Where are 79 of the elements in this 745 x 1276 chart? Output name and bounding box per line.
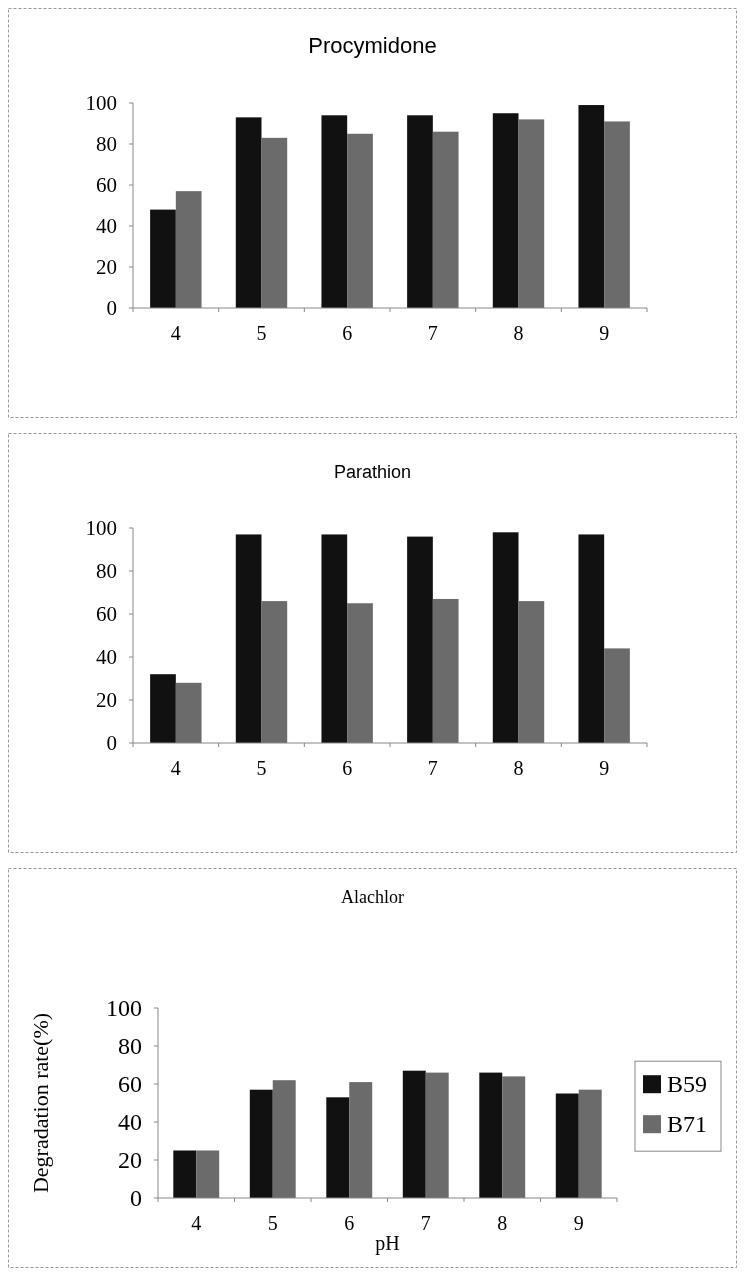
x-tick-label: 9 — [599, 757, 610, 779]
bar — [326, 1097, 350, 1198]
bar — [261, 137, 288, 308]
bar — [479, 1072, 503, 1198]
y-tick-label: 0 — [130, 1185, 142, 1212]
x-tick-label: 5 — [256, 322, 267, 344]
bar — [196, 1150, 220, 1198]
legend-label: B59 — [667, 1071, 708, 1098]
bar — [175, 682, 202, 743]
bar — [578, 105, 605, 308]
bar — [261, 601, 288, 743]
y-tick-label: 20 — [96, 688, 117, 713]
x-tick-label: 4 — [170, 322, 181, 344]
bar — [578, 534, 605, 743]
chart-title: Alachlor — [341, 887, 404, 907]
bar — [407, 536, 433, 743]
bar — [604, 648, 630, 743]
bar — [432, 131, 459, 308]
y-tick-label: 100 — [85, 91, 117, 116]
bar — [555, 1093, 579, 1198]
x-tick-label: 7 — [427, 757, 438, 779]
y-tick-label: 20 — [118, 1147, 142, 1174]
bar — [578, 1089, 602, 1198]
bar — [150, 209, 176, 308]
bar — [492, 113, 519, 308]
y-tick-label: 80 — [96, 559, 117, 584]
bar — [235, 534, 262, 743]
x-tick-label: 5 — [256, 757, 267, 779]
y-tick-label: 100 — [85, 516, 117, 541]
bar — [349, 1082, 373, 1198]
bar — [321, 115, 348, 308]
bar — [347, 133, 373, 308]
y-tick-label: 40 — [118, 1109, 142, 1136]
y-tick-label: 40 — [96, 645, 117, 670]
bar — [502, 1076, 526, 1198]
bar — [321, 534, 348, 743]
x-tick-label: 6 — [342, 322, 353, 344]
y-tick-label: 0 — [106, 296, 117, 321]
bar — [175, 191, 202, 308]
x-tick-label: 8 — [513, 322, 524, 344]
y-tick-label: 60 — [118, 1071, 142, 1098]
y-tick-label: 60 — [96, 602, 117, 627]
y-axis-title: Degradation rate(%) — [28, 1012, 53, 1194]
x-tick-label: 6 — [342, 757, 353, 779]
x-tick-label: 4 — [170, 757, 181, 779]
bar — [432, 598, 459, 743]
y-tick-label: 0 — [106, 731, 117, 756]
x-tick-label: 7 — [420, 1212, 431, 1234]
x-tick-label: 8 — [497, 1212, 508, 1234]
bar — [402, 1070, 426, 1198]
y-tick-label: 80 — [118, 1033, 142, 1060]
x-tick-label: 6 — [344, 1212, 355, 1234]
bar — [272, 1080, 296, 1198]
y-tick-label: 20 — [96, 255, 117, 280]
x-tick-label: 4 — [191, 1212, 202, 1234]
y-tick-label: 80 — [96, 132, 117, 157]
bar — [425, 1072, 449, 1198]
bar — [492, 532, 519, 743]
y-tick-label: 60 — [96, 173, 117, 198]
bar — [249, 1089, 273, 1198]
bar — [235, 117, 262, 308]
bar — [518, 119, 545, 308]
x-tick-label: 8 — [513, 757, 524, 779]
bar — [604, 121, 630, 308]
x-tick-label: 9 — [599, 322, 610, 344]
legend-label: B71 — [667, 1111, 708, 1138]
bar — [150, 674, 176, 743]
bar — [347, 603, 373, 743]
x-tick-label: 5 — [267, 1212, 278, 1234]
bar — [173, 1150, 197, 1198]
bar — [407, 115, 433, 308]
chart-title: Parathion — [333, 462, 412, 482]
x-axis-title: pH — [375, 1232, 400, 1255]
bar — [518, 601, 545, 743]
chart-title: Procymidone — [308, 33, 437, 58]
x-tick-label: 7 — [427, 322, 438, 344]
y-tick-label: 100 — [106, 995, 142, 1022]
x-tick-label: 9 — [573, 1212, 584, 1234]
y-tick-label: 40 — [96, 214, 117, 239]
